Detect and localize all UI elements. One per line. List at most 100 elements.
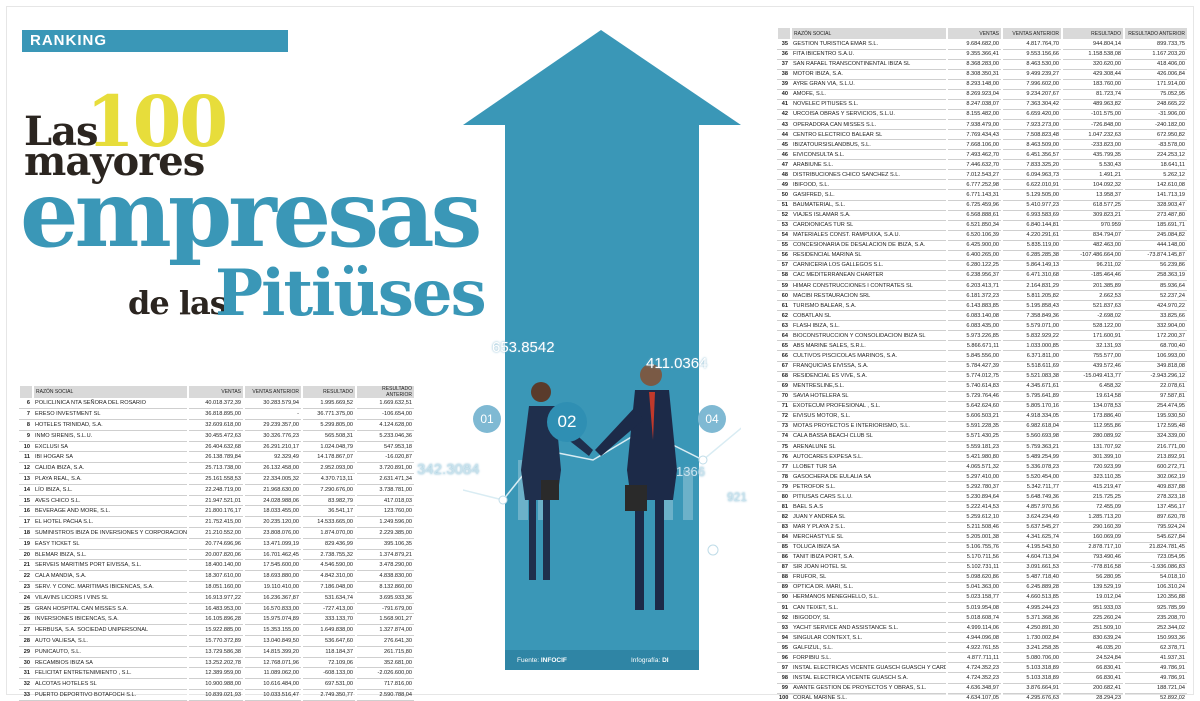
table-row: 50 GASIFRED, S.L. 6.771.143,31 5.129.505,00… xyxy=(777,189,1187,201)
ventas-anterior-value: 6.094.963,73 xyxy=(1001,169,1062,181)
company-name: CALA MANDIA, S.A. xyxy=(33,570,188,583)
table-row: 26 INVERSIONES IBICENCAS, S.A. 16.105.896,… xyxy=(19,613,414,626)
resultado-value: 944.804,14 xyxy=(1061,39,1124,50)
ventas-value: 4.724.352,23 xyxy=(946,662,1002,674)
resultado-value: 56.280,95 xyxy=(1061,572,1124,583)
table-row: 78 GASOCHERA DE EULALIA SA 5.297.410,00 5.5… xyxy=(777,471,1187,483)
ventas-anterior-value: 7.363.304,42 xyxy=(1001,99,1062,110)
rank-number: 76 xyxy=(777,451,791,463)
rank-number: 6 xyxy=(19,398,33,410)
company-name: IBIZATOURSISLANDBUS, S.L. xyxy=(791,139,947,151)
col-header-name: RAZÓN SOCIAL xyxy=(790,28,947,39)
resultado-value: -185.464,46 xyxy=(1061,270,1124,282)
company-name: MOTOR IBIZA, S.A. xyxy=(791,69,947,80)
table-row: 56 RESIDENCIAL MARINA SL 6.400.265,00 6.285… xyxy=(777,250,1187,261)
rank-number: 77 xyxy=(777,461,791,473)
company-name: BAEL S.A.S xyxy=(791,501,947,513)
resultado-anterior-value: 899.733,75 xyxy=(1123,39,1187,50)
resultado-value: 415.219,47 xyxy=(1061,481,1124,493)
table-row: 12 CALIDA IBIZA, S.A. 25.713.738,00 26.132.… xyxy=(19,462,414,475)
resultado-anterior-value: 5.233.046,36 xyxy=(355,430,414,442)
rank-number: 86 xyxy=(777,552,791,563)
table-row: 55 CONCESIONARIA DE DESALACION DE IBIZA, … xyxy=(777,240,1187,251)
ventas-anterior-value: 4.857.970,56 xyxy=(1001,501,1062,513)
ventas-anterior-value: 4.660.513,85 xyxy=(1001,592,1062,604)
rank-number: 36 xyxy=(777,49,791,60)
resultado-value: 482.463,00 xyxy=(1061,240,1124,251)
table-row: 44 CENTRO ELECTRICO BALEAR SL 7.769.434,43… xyxy=(777,129,1187,141)
company-name: CAC MEDITERRANEAN CHARTER xyxy=(791,270,947,282)
ventas-anterior-value: 5.487.718,40 xyxy=(1001,572,1062,583)
ventas-value: 25.161.558,53 xyxy=(187,473,244,485)
resultado-value: 201.385,89 xyxy=(1061,280,1124,292)
resultado-value: 66.830,41 xyxy=(1061,662,1124,674)
rank-number: 88 xyxy=(777,572,791,583)
rank-number: 74 xyxy=(777,431,791,443)
table-row: 80 PITIUSAS CARS S.L.U. 5.230.894,64 5.648.… xyxy=(777,491,1187,503)
resultado-anterior-value: 717.816,00 xyxy=(355,678,414,691)
source-label: Fuente: xyxy=(517,657,540,664)
resultado-anterior-value: 3.695.933,36 xyxy=(355,592,414,604)
ventas-anterior-value: 9.553.156,66 xyxy=(1001,49,1062,60)
ventas-anterior-value: 30.283.579,94 xyxy=(243,398,302,410)
resultado-anterior-value: 33.825,66 xyxy=(1123,310,1187,322)
company-name: PITIUSAS CARS S.L.U. xyxy=(791,491,947,503)
source-credit: Fuente: INFOCIF xyxy=(517,657,567,664)
ventas-anterior-value: 22.334.005,32 xyxy=(243,473,302,485)
rank-number: 35 xyxy=(777,39,791,50)
company-name: FLASH IBIZA, S.L. xyxy=(791,320,947,332)
ventas-anterior-value: 6.451.356,57 xyxy=(1001,149,1062,161)
resultado-anterior-value: 278.323,18 xyxy=(1123,491,1187,503)
rank-number: 91 xyxy=(777,602,791,614)
company-name: COBATLAN SL xyxy=(791,310,947,322)
resultado-value: 6.458,32 xyxy=(1061,381,1124,392)
rank-number: 99 xyxy=(777,683,791,694)
ventas-value: 21.210.552,00 xyxy=(187,527,244,539)
company-name: NOVELEC PITIUSES S.L. xyxy=(791,99,947,110)
resultado-value: 183.760,00 xyxy=(1061,79,1124,90)
ventas-value: 4.877.711,11 xyxy=(946,652,1002,664)
resultado-value: -15.049.413,77 xyxy=(1061,371,1124,382)
ventas-value: 16.913.977,22 xyxy=(187,592,244,604)
company-name: GASIFRED, S.L. xyxy=(791,189,947,201)
resultado-value: 1.047.232,63 xyxy=(1061,129,1124,141)
resultado-value: 134.078,53 xyxy=(1061,401,1124,412)
resultado-anterior-value: 216.771,00 xyxy=(1123,441,1187,453)
ventas-value: 8.247.038,07 xyxy=(946,99,1002,110)
ventas-anterior-value: 5.832.929,22 xyxy=(1001,330,1062,342)
ventas-anterior-value: 6.285.285,38 xyxy=(1001,250,1062,261)
ventas-value: 5.591.228,35 xyxy=(946,421,1002,432)
ventas-anterior-value: 5.342.711,77 xyxy=(1001,481,1062,493)
resultado-value: 1.649.838,00 xyxy=(301,624,356,637)
resultado-anterior-value: 54.018,10 xyxy=(1123,572,1187,583)
rank-number: 57 xyxy=(777,260,791,271)
resultado-value: 83.982,79 xyxy=(301,495,356,507)
table-row: 84 MERCHASTYLE SL 5.205.001,38 4.341.625,74… xyxy=(777,532,1187,543)
ventas-anterior-value: 24.028.988,06 xyxy=(243,495,302,507)
company-name: BAUMATERIAL, S.L. xyxy=(791,200,947,211)
rank-number: 10 xyxy=(19,441,33,453)
ranking-table-right-body: 35 GESTION TURISTICA EMAR S.L. 9.684.682,0… xyxy=(777,39,1187,701)
ventas-anterior-value: 9.234.207,67 xyxy=(1001,89,1062,100)
resultado-value: 7.290.676,00 xyxy=(301,484,356,496)
ventas-anterior-value: 5.520.454,00 xyxy=(1001,471,1062,483)
table-row: 25 GRAN HOSPITAL CAN MISSES S.A. 16.483.95… xyxy=(19,603,414,615)
resultado-anterior-value: 2.631.471,34 xyxy=(355,473,414,485)
ventas-value: 5.019.954,08 xyxy=(946,602,1002,614)
company-name: TANIT IBIZA PORT, S.A. xyxy=(791,552,947,563)
resultado-value: -101.575,00 xyxy=(1061,109,1124,121)
company-name: AUTOCARES EXPESA S.L. xyxy=(791,451,947,463)
resultado-value: 2.878.717,10 xyxy=(1061,542,1124,553)
ventas-value: 5.297.410,00 xyxy=(946,471,1002,483)
ventas-anterior-value: 5.489.254,99 xyxy=(1001,451,1062,463)
resultado-value: 697.531,00 xyxy=(301,678,356,691)
table-row: 66 CULTIVOS PISCICOLAS MARINOS, S.A. 5.845… xyxy=(777,350,1187,362)
resultado-value: 36.771.375,00 xyxy=(301,408,356,421)
ventas-value: 21.752.415,00 xyxy=(187,516,244,529)
resultado-value: 323.110,35 xyxy=(1061,471,1124,483)
resultado-value: 720.923,99 xyxy=(1061,461,1124,473)
resultado-value: 2.738.755,32 xyxy=(301,549,356,561)
resultado-anterior-value: 68.700,40 xyxy=(1123,340,1187,352)
resultado-value: 225.260,24 xyxy=(1061,612,1124,624)
ventas-anterior-value: - xyxy=(243,408,302,421)
